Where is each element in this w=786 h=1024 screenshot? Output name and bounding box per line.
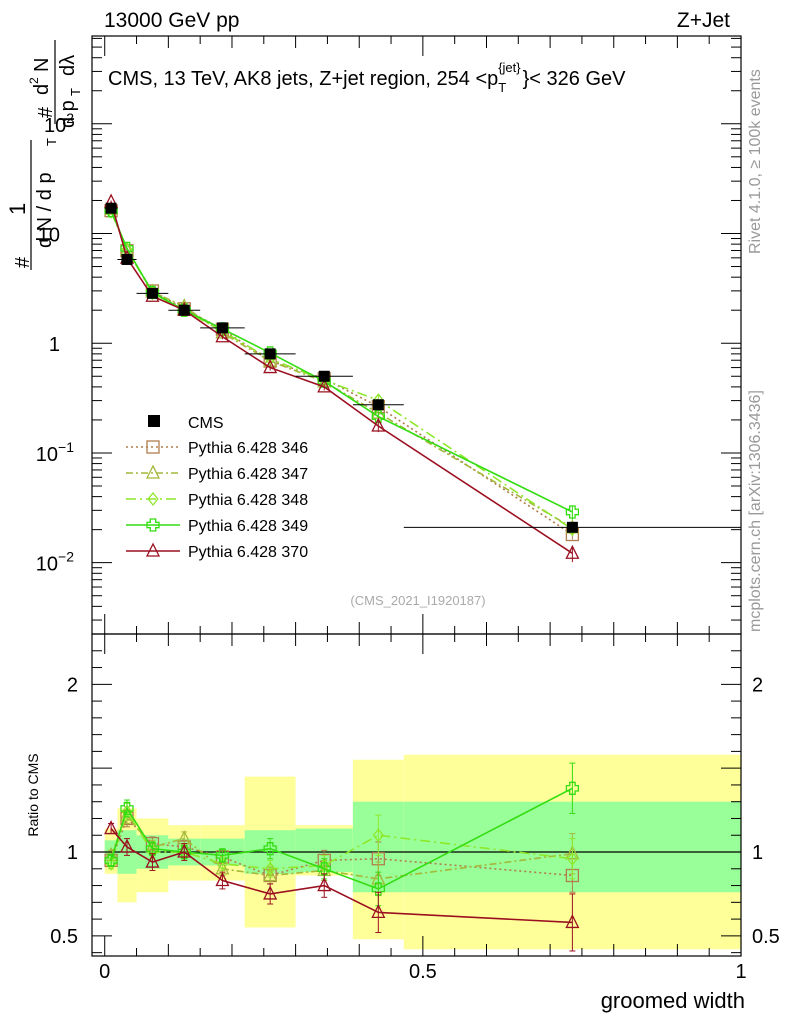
x-tick-label: 1: [735, 961, 746, 983]
ratio-ytick-label-right: 1: [752, 842, 763, 864]
main-series-line: [110, 210, 573, 536]
main-series-line: [110, 208, 573, 529]
ratio-series-marker: [565, 781, 580, 795]
legend-marker-data: [148, 415, 160, 427]
ratio-series-marker: [566, 851, 579, 866]
mcplots-credit-text: mcplots.cern.ch [arXiv:1306.3436]: [747, 390, 764, 632]
ratio-series-line: [110, 817, 573, 877]
ylabel-one: 1: [5, 203, 30, 215]
main-series-marker: [565, 505, 580, 519]
ratio-series-marker: [105, 856, 117, 871]
ratio-frame: [91, 633, 742, 957]
ylabel-dpt-sub: T: [68, 88, 83, 96]
title-tail: }< 326 GeV: [523, 68, 627, 90]
main-ytick-label-base: 1: [49, 334, 60, 356]
ratio-series-marker: [119, 838, 135, 853]
ylabel-d2: d: [31, 84, 53, 95]
ratio-series-marker: [264, 861, 276, 876]
ratio-ytick-label-right: 2: [752, 674, 763, 696]
main-ytick-label-exp: −1: [58, 439, 74, 455]
ratio-series-marker: [104, 820, 119, 835]
plot-title: CMS, 13 TeV, AK8 jets, Z+jet region, 254…: [108, 60, 626, 95]
main-series-marker: [565, 544, 580, 559]
x-tick-label: 0: [99, 961, 110, 983]
x-axis-label: groomed width: [601, 988, 745, 1013]
legend-label: Pythia 6.428 346: [188, 440, 308, 457]
main-series-marker: [263, 359, 278, 374]
main-ytick-label: 10−2: [36, 549, 74, 576]
main-ytick-label: 10: [38, 225, 60, 247]
legend-label: Pythia 6.428 347: [188, 466, 308, 483]
legend-marker: [147, 491, 159, 507]
ratio-series-marker: [263, 885, 278, 900]
ylabel-two: 2: [27, 77, 41, 84]
ylabel-dlambda: dλ: [57, 55, 79, 76]
title-main: CMS, 13 TeV, AK8 jets, Z+jet region, 254…: [108, 68, 498, 90]
legend-label: Pythia 6.428 349: [188, 518, 308, 535]
ratio-series-marker: [215, 848, 230, 863]
main-series-marker: [371, 417, 386, 432]
ratio-ytick-label-right: 0.5: [752, 926, 780, 948]
rivet-version-text: Rivet 4.1.0, ≥ 100k events: [747, 69, 764, 254]
main-series-line: [110, 210, 573, 513]
main-ytick-label-base: 10: [36, 444, 58, 466]
ylabel-N: N: [31, 58, 53, 72]
main-ytick-label: 10−1: [36, 439, 74, 466]
legend: CMS Pythia 6.428 346 Pythia 6.428 347 Pyth…: [126, 415, 308, 561]
ratio-ylabel: Ratio to CMS: [25, 753, 41, 836]
main-series-line: [110, 211, 573, 530]
title-sub: T: [498, 80, 506, 95]
ratio-ytick-label-left: 1: [67, 842, 78, 864]
ratio-series-marker: [121, 804, 133, 819]
main-ytick-label: 1: [49, 334, 60, 356]
x-tick-label: 0.5: [409, 961, 437, 983]
ylabel-dpt: d p: [57, 100, 79, 128]
ratio-series-marker: [215, 872, 230, 887]
legend-label: Pythia 6.428 348: [188, 492, 308, 509]
header-left: 13000 GeV pp: [104, 9, 239, 32]
main-ytick-label-exp: −2: [58, 549, 74, 565]
ratio-series-marker: [565, 914, 580, 929]
ylabel-den-sub: T: [44, 138, 59, 146]
ratio-panel: 0.5 0.5 1 1 2 2: [50, 633, 780, 957]
ratio-series-marker: [263, 842, 277, 856]
main-series-marker: [371, 409, 385, 424]
main-series-marker: [317, 378, 332, 393]
main-series-marker: [215, 328, 230, 343]
title-sup: {jet}: [498, 60, 521, 75]
ratio-series-marker: [371, 903, 386, 919]
ratio-series-marker: [145, 853, 160, 868]
legend-marker: [145, 464, 161, 479]
ratio-ytick-label-left: 2: [67, 674, 78, 696]
header-right: Z+Jet: [677, 9, 730, 32]
main-ytick-label: 102: [44, 110, 74, 137]
ratio-series-marker: [317, 877, 332, 892]
main-ylabel: # 1 d N / d p T # d 2 N d p T dλ: [5, 40, 83, 270]
main-ytick-label-base: 10: [38, 225, 60, 247]
legend-marker: [145, 542, 161, 557]
ratio-series-marker: [317, 862, 331, 876]
ratio-series-marker: [263, 867, 278, 882]
main-series-line: [110, 201, 573, 554]
analysis-id: (CMS_2021_I1920187): [350, 593, 485, 608]
legend-label-data: CMS: [188, 415, 224, 432]
ylabel-hash1: #: [12, 256, 34, 268]
main-ytick-label-base: 10: [36, 554, 58, 576]
ratio-series-marker: [145, 842, 160, 856]
ratio-series-marker: [177, 843, 192, 858]
legend-marker: [146, 518, 160, 532]
ylabel-den: d N / d p: [34, 172, 56, 248]
main-ytick-label-exp: 2: [66, 110, 74, 126]
legend-label: Pythia 6.428 370: [188, 544, 308, 561]
ratio-ytick-label-left: 0.5: [50, 926, 78, 948]
main-ytick-label-base: 10: [44, 115, 66, 137]
ratio-series-marker: [104, 853, 118, 868]
legend-marker: [146, 440, 160, 454]
ratio-series-marker: [120, 801, 134, 816]
ratio-series-marker: [371, 882, 385, 896]
ratio-series-marker: [372, 828, 384, 843]
ylabel-hash2: #: [35, 106, 57, 118]
